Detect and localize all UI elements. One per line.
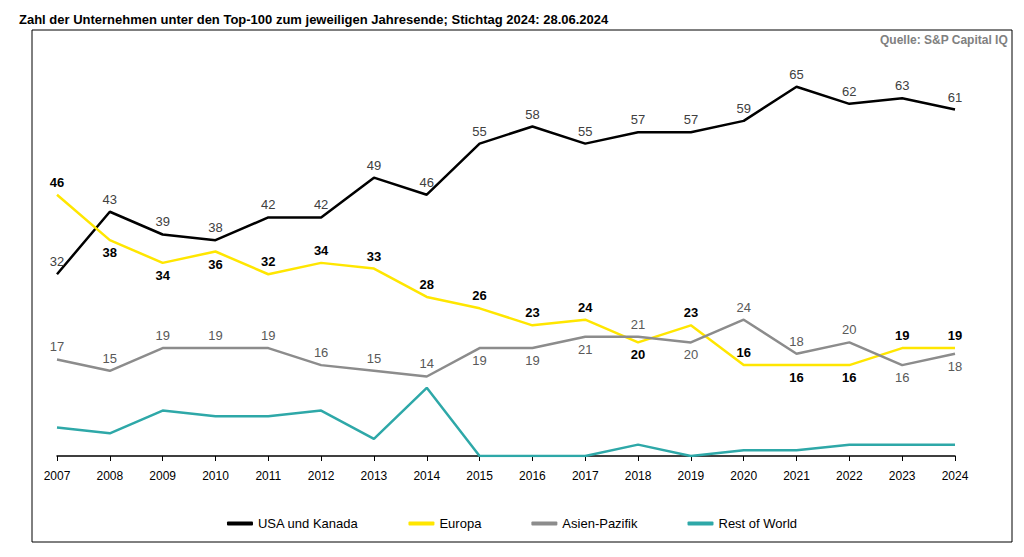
svg-text:36: 36 (208, 257, 222, 272)
svg-text:2010: 2010 (202, 469, 229, 483)
svg-text:34: 34 (155, 268, 170, 283)
svg-text:57: 57 (684, 112, 698, 127)
svg-text:63: 63 (895, 78, 909, 93)
svg-text:65: 65 (789, 67, 803, 82)
svg-text:16: 16 (314, 345, 328, 360)
svg-text:2018: 2018 (625, 469, 652, 483)
svg-text:2012: 2012 (308, 469, 335, 483)
svg-text:26: 26 (472, 288, 486, 303)
svg-text:59: 59 (736, 101, 750, 116)
svg-text:39: 39 (155, 214, 169, 229)
svg-text:Zahl der Unternehmen unter den: Zahl der Unternehmen unter den Top-100 z… (19, 12, 609, 27)
svg-text:16: 16 (736, 345, 750, 360)
svg-text:43: 43 (103, 192, 117, 207)
svg-text:19: 19 (525, 353, 539, 368)
svg-text:33: 33 (367, 249, 381, 264)
svg-text:2015: 2015 (466, 469, 493, 483)
svg-text:18: 18 (948, 359, 962, 374)
svg-text:Europa: Europa (439, 516, 482, 531)
svg-text:58: 58 (525, 107, 539, 122)
svg-text:20: 20 (631, 347, 645, 362)
svg-text:55: 55 (578, 124, 592, 139)
svg-text:15: 15 (103, 351, 117, 366)
svg-text:2007: 2007 (44, 469, 71, 483)
svg-text:19: 19 (472, 353, 486, 368)
svg-text:18: 18 (789, 334, 803, 349)
svg-text:2013: 2013 (361, 469, 388, 483)
svg-text:21: 21 (631, 317, 645, 332)
svg-text:57: 57 (631, 112, 645, 127)
svg-text:17: 17 (50, 339, 64, 354)
svg-text:46: 46 (50, 175, 64, 190)
svg-text:46: 46 (420, 175, 434, 190)
svg-text:23: 23 (525, 305, 539, 320)
svg-text:28: 28 (420, 277, 434, 292)
svg-text:24: 24 (736, 300, 750, 315)
svg-text:19: 19 (948, 328, 962, 343)
svg-text:2020: 2020 (730, 469, 757, 483)
svg-text:2021: 2021 (783, 469, 810, 483)
svg-text:20: 20 (684, 347, 698, 362)
svg-text:Rest of World: Rest of World (719, 516, 798, 531)
svg-text:Quelle: S&P Capital IQ: Quelle: S&P Capital IQ (880, 33, 1008, 47)
svg-text:42: 42 (261, 197, 275, 212)
svg-text:2008: 2008 (96, 469, 123, 483)
svg-text:19: 19 (155, 328, 169, 343)
svg-text:24: 24 (578, 300, 593, 315)
svg-text:23: 23 (684, 305, 698, 320)
svg-text:16: 16 (895, 370, 909, 385)
svg-text:USA und Kanada: USA und Kanada (258, 516, 359, 531)
svg-text:19: 19 (895, 328, 909, 343)
svg-text:16: 16 (842, 370, 856, 385)
svg-text:19: 19 (261, 328, 275, 343)
svg-text:49: 49 (367, 158, 381, 173)
svg-text:34: 34 (314, 243, 329, 258)
svg-text:2022: 2022 (836, 469, 863, 483)
svg-text:2017: 2017 (572, 469, 599, 483)
svg-text:38: 38 (103, 245, 117, 260)
svg-text:2014: 2014 (413, 469, 440, 483)
svg-text:15: 15 (367, 351, 381, 366)
svg-text:32: 32 (50, 254, 64, 269)
svg-text:16: 16 (789, 370, 803, 385)
svg-text:2019: 2019 (678, 469, 705, 483)
svg-text:19: 19 (208, 328, 222, 343)
svg-text:42: 42 (314, 197, 328, 212)
svg-text:61: 61 (948, 90, 962, 105)
svg-text:14: 14 (420, 356, 434, 371)
svg-text:2009: 2009 (149, 469, 176, 483)
svg-text:2011: 2011 (255, 469, 281, 483)
svg-text:38: 38 (208, 220, 222, 235)
svg-text:62: 62 (842, 84, 856, 99)
svg-text:2016: 2016 (519, 469, 546, 483)
svg-text:Asien-Pazifik: Asien-Pazifik (562, 516, 638, 531)
svg-text:55: 55 (472, 124, 486, 139)
svg-text:2024: 2024 (942, 469, 969, 483)
svg-text:32: 32 (261, 254, 275, 269)
svg-text:21: 21 (578, 342, 592, 357)
svg-text:20: 20 (842, 322, 856, 337)
svg-text:2023: 2023 (889, 469, 916, 483)
